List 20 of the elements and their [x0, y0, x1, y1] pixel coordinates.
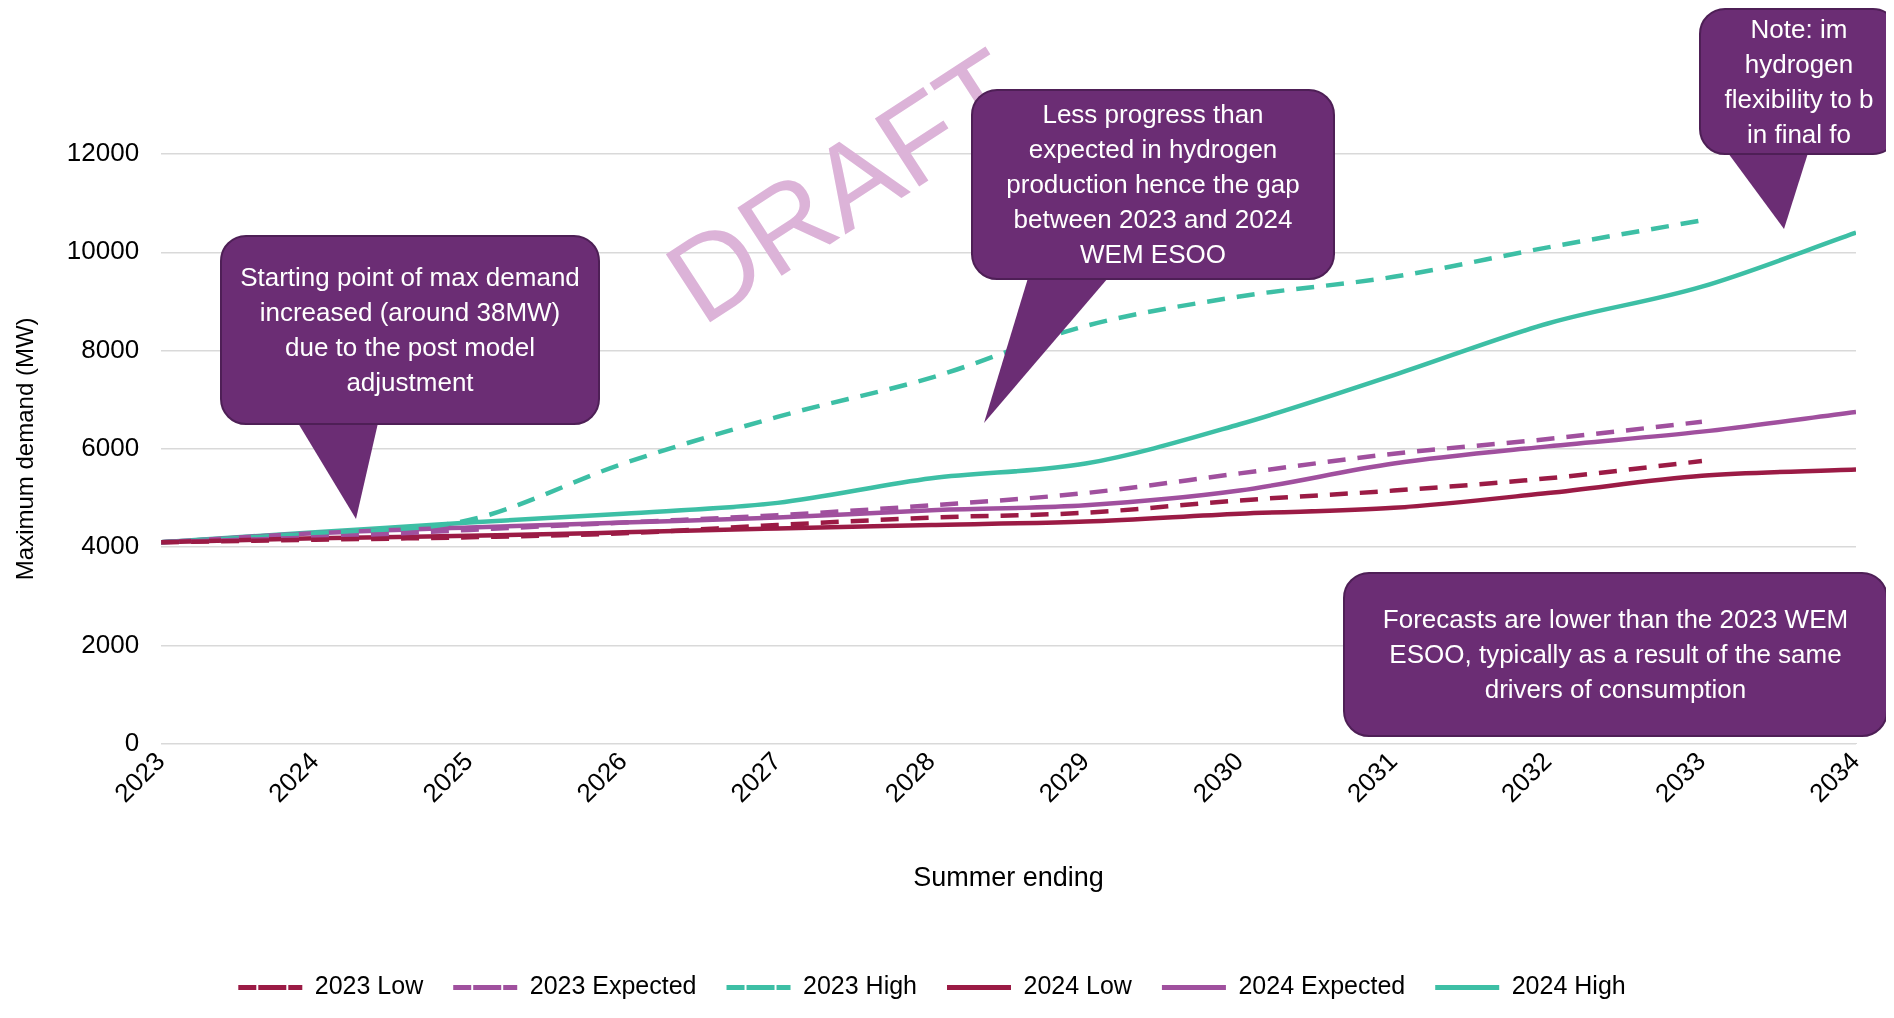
y-tick-label: 4000 — [81, 530, 140, 561]
y-tick-label: 0 — [124, 726, 140, 757]
y-axis-title: Maximum demand (MW) — [11, 317, 39, 581]
legend-label: 2024 High — [1511, 971, 1626, 1000]
legend-label: 2024 Low — [1023, 971, 1133, 1000]
y-tick-label: 12000 — [66, 137, 140, 168]
legend-label: 2023 High — [803, 971, 918, 1000]
speech-bubble: Starting point of max demand increased (around 38MW) due to the post model adjustment — [220, 235, 600, 425]
y-tick-label: 8000 — [81, 333, 140, 364]
x-axis-title: Summer ending — [913, 862, 1104, 893]
legend-label: 2023 Low — [314, 971, 425, 1000]
speech-bubble: Forecasts are lower than the 2023 WEM ESOO, typically as a result of the same drivers of consumption — [1343, 572, 1886, 737]
y-tick-label: 10000 — [66, 235, 140, 266]
y-tick-label: 2000 — [81, 628, 140, 659]
legend-label: 2024 Expected — [1238, 971, 1406, 1000]
legend-label: 2023 Expected — [529, 971, 697, 1000]
y-tick-label: 6000 — [81, 431, 140, 462]
annotation: Starting point of max demand increased (around 38MW) due to the post model adjustment — [239, 261, 581, 399]
annotation: Forecasts are lower than the 2023 WEM ESOO, typically as a result of the same drivers of consumption — [1381, 603, 1850, 706]
annotation: Less progress than expected in hydrogen production hence the gap between 2023 and 2024 WEM ESOO — [1005, 98, 1301, 271]
